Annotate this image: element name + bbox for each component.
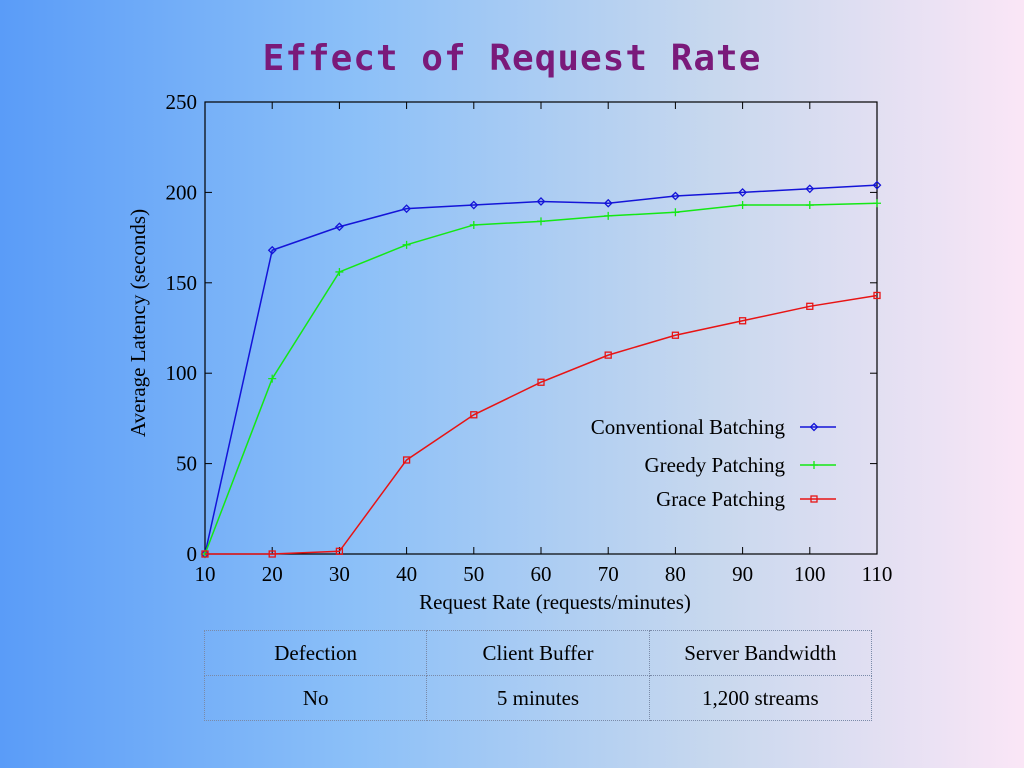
table-header-row: Defection Client Buffer Server Bandwidth — [203, 630, 873, 676]
data-point-grace-patching — [671, 331, 680, 339]
data-point-grace-patching — [873, 291, 881, 300]
data-point-grace-patching — [335, 547, 344, 555]
table-cell-defection: No — [203, 675, 428, 721]
data-point-grace-patching — [738, 317, 747, 325]
data-point-greedy-patching — [873, 199, 881, 208]
x-tick-label: 10 — [195, 562, 216, 586]
x-tick-label: 100 — [794, 562, 826, 586]
data-point-conventional-batching — [670, 191, 680, 201]
data-point-greedy-patching — [268, 374, 277, 383]
data-point-greedy-patching — [738, 201, 747, 210]
parameters-table: Defection Client Buffer Server Bandwidth… — [203, 630, 873, 721]
x-tick-label: 70 — [598, 562, 619, 586]
series-line-conventional-batching — [204, 184, 878, 555]
slide-title: Effect of Request Rate — [262, 38, 762, 79]
data-point-grace-patching — [268, 550, 276, 558]
data-point-greedy-patching — [469, 220, 478, 229]
x-tick-label: 90 — [732, 562, 753, 586]
axis-ticks: 10 20 30 40 50 60 70 80 90 100 110 0 50 100 150 200 250 — [166, 90, 893, 586]
x-tick-label: 110 — [862, 562, 893, 586]
legend-marker-conventional-batching — [809, 422, 819, 432]
y-tick-label: 250 — [166, 90, 198, 114]
data-point-greedy-patching — [805, 201, 814, 210]
table-cell-client-buffer: 5 minutes — [426, 675, 650, 721]
data-point-conventional-batching — [469, 200, 479, 210]
x-axis-label: Request Rate (requests/minutes) — [419, 590, 691, 614]
x-tick-label: 40 — [396, 562, 417, 586]
y-tick-label: 200 — [166, 180, 198, 204]
data-point-greedy-patching — [671, 208, 680, 217]
x-tick-label: 60 — [531, 562, 552, 586]
table-header-server-bandwidth: Server Bandwidth — [648, 630, 873, 676]
x-tick-label: 30 — [329, 562, 350, 586]
data-point-grace-patching — [470, 411, 478, 419]
data-point-greedy-patching — [402, 240, 411, 249]
legend: Conventional Batching Greedy Patching Grac… — [591, 415, 836, 511]
latency-chart: 10 20 30 40 50 60 70 80 90 100 110050100150200250 … — [126, 90, 893, 614]
y-axis-label: Average Latency (seconds) — [126, 209, 150, 437]
y-tick-label: 100 — [166, 361, 198, 385]
data-point-conventional-batching — [872, 180, 882, 190]
data-point-greedy-patching — [604, 211, 613, 220]
y-tick-label: 50 — [176, 452, 197, 476]
legend-marker-greedy-patching — [810, 461, 818, 469]
data-point-grace-patching — [604, 351, 612, 359]
data-point-conventional-batching — [805, 184, 815, 194]
legend-label-greedy-patching: Greedy Patching — [644, 453, 785, 477]
data-point-grace-patching — [402, 456, 411, 464]
data-point-greedy-patching — [335, 267, 344, 276]
legend-marker-grace-patching — [810, 495, 818, 503]
legend-label-grace-patching: Grace Patching — [656, 487, 785, 511]
data-point-conventional-batching — [536, 197, 546, 206]
data-point-grace-patching — [201, 550, 209, 558]
legend-label-conventional-batching: Conventional Batching — [591, 415, 786, 439]
y-tick-label: 150 — [166, 271, 198, 295]
data-point-conventional-batching — [738, 187, 748, 197]
data-point-grace-patching — [806, 302, 814, 310]
data-point-conventional-batching — [267, 245, 277, 255]
x-tick-label: 20 — [262, 562, 283, 586]
table-row: No 5 minutes 1,200 streams — [203, 675, 873, 721]
data-point-conventional-batching — [603, 198, 613, 208]
series-lines — [200, 180, 882, 559]
data-point-conventional-batching — [402, 204, 412, 214]
series-line-grace-patching — [205, 294, 878, 555]
data-point-grace-patching — [537, 378, 545, 386]
x-tick-label: 80 — [665, 562, 686, 586]
table-cell-server-bandwidth: 1,200 streams — [648, 675, 873, 721]
data-point-conventional-batching — [334, 222, 344, 232]
x-tick-label: 50 — [463, 562, 484, 586]
y-tick-label: 0 — [187, 542, 198, 566]
data-point-greedy-patching — [537, 217, 545, 226]
table-header-defection: Defection — [203, 630, 428, 676]
table-header-client-buffer: Client Buffer — [426, 630, 650, 676]
